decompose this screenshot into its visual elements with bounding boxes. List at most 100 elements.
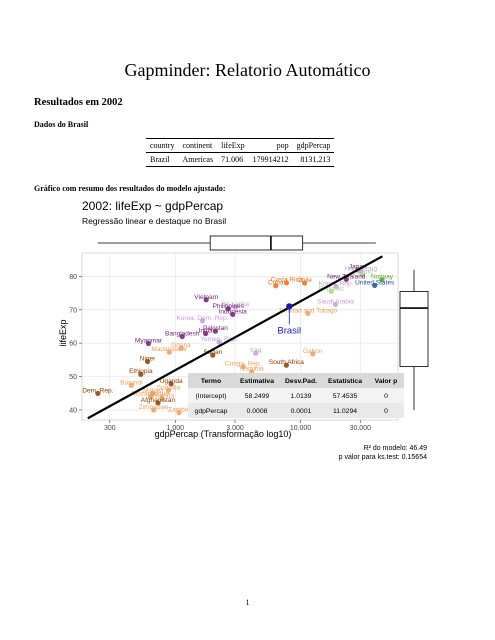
point-label: Pakistan: [203, 325, 228, 332]
point-label: Niger: [140, 356, 156, 363]
regression-table-cell: gdpPercap: [195, 408, 228, 415]
regression-table-cell: 57.4535: [333, 393, 358, 400]
regression-table-cell: (Intercept): [196, 393, 227, 400]
point-label: Ghana: [171, 342, 191, 349]
header-country: country: [150, 141, 175, 150]
point-label: United States: [355, 279, 395, 286]
data-point: [359, 272, 365, 278]
data-point: [168, 381, 174, 387]
data-point: [372, 282, 378, 288]
point-label: Indonesia: [219, 308, 248, 315]
data-point: [165, 387, 172, 393]
data-point: [147, 394, 154, 400]
data-point: [128, 382, 134, 388]
data-point: [159, 396, 165, 402]
scatter-plot: 2002: lifeExp ~ gdpPercap Regressão line…: [58, 199, 429, 461]
regression-table-cell: 11.0294: [333, 408, 357, 415]
header-lifeexp: lifeExp: [221, 141, 245, 150]
point-label: Bangladesh: [165, 331, 200, 338]
regression-table: Termo (Intercept) gdpPercap Estimativa 58.24…: [188, 373, 404, 418]
data-point: [95, 390, 101, 397]
point-label: India: [199, 327, 213, 334]
point-label: Vietnam: [194, 294, 218, 301]
brazil-label: Brasil: [277, 325, 301, 336]
point-label: Sri Lanka: [222, 301, 250, 308]
regression-table-cell: 0.0008: [247, 408, 268, 415]
data-point: [283, 280, 290, 286]
y-axis: 40 50 60 70 80: [69, 274, 82, 414]
point-label: Burundi: [120, 379, 142, 386]
gdp-boxplot: [97, 235, 376, 251]
data-point: [333, 283, 339, 289]
data-point: [232, 304, 238, 310]
regression-table-header-bg: [188, 373, 404, 388]
x-tick-label: 10.000: [290, 425, 312, 432]
brazil-point: [286, 303, 293, 310]
regression-table-header: Desv.Pad.: [285, 378, 317, 385]
y-tick-label: 60: [69, 341, 77, 348]
data-point: [166, 349, 172, 355]
point-label: Japan: [349, 264, 367, 271]
x-axis-label: gdpPercap (Transformação log10): [155, 429, 292, 439]
data-point: [379, 277, 385, 283]
figure-caption: Gráfico com resumo dos resultados do mod…: [34, 184, 226, 193]
point-label: Myanmar: [135, 338, 163, 345]
regression-table-header: Estimativa: [240, 378, 274, 385]
table-row: [188, 403, 404, 418]
data-point: [151, 407, 157, 413]
point-label: Afghanistan: [141, 397, 176, 404]
data-point: [144, 358, 151, 365]
header-gdppercap: gdpPercap: [296, 141, 331, 150]
brazil-highlight: Brasil: [277, 303, 301, 336]
point-label: Namibia: [240, 366, 264, 373]
y-axis-label: lifeExp: [58, 319, 68, 346]
data-point: [179, 333, 185, 340]
ks-test-annotation: p valor para ks.test: 0.15654: [339, 454, 427, 461]
data-point: [203, 297, 209, 303]
point-label: Chile: [297, 277, 312, 284]
lifeexp-boxplot: [399, 269, 429, 410]
point-label: Dem. Rep.: [82, 387, 113, 394]
data-point: [230, 311, 236, 318]
point-label: Saudi Arabia: [317, 298, 354, 305]
data-point: [155, 400, 161, 406]
regression-table-header: Termo: [201, 378, 221, 385]
y-tick-label: 40: [69, 407, 77, 414]
point-label: Ethiopia: [129, 368, 153, 375]
point-label: Congo, Rep.: [225, 361, 262, 368]
data-point: [178, 345, 184, 351]
data-point: [225, 306, 231, 312]
regression-table-cell: 58.2499: [245, 393, 270, 400]
document-title: Gapminder: Relatorio Automático: [124, 60, 371, 80]
chart-title: 2002: lifeExp ~ gdpPercap: [82, 199, 223, 213]
data-point: [138, 371, 144, 377]
point-label: Rwanda: [150, 393, 174, 400]
data-point: [302, 280, 308, 286]
data-point: [216, 339, 222, 345]
y-tick-label: 70: [69, 307, 77, 314]
point-label: Philippines: [213, 303, 245, 310]
regression-table-cell: 0.0001: [291, 408, 312, 415]
data-point: [199, 318, 206, 324]
point-label: Trinidad and Tobago: [278, 307, 337, 314]
data-point: [145, 340, 152, 347]
header-pop: pop: [276, 141, 289, 150]
subsection-heading: Dados do Brasil: [34, 120, 89, 129]
point-label: Uganda: [160, 378, 183, 385]
x-tick-label: 3.000: [226, 425, 244, 432]
table-row: [188, 388, 404, 403]
table-header-row: country continent lifeExp pop gdpPercap: [146, 138, 335, 153]
cell-pop: 179914212: [252, 155, 289, 164]
point-label: Cuba: [268, 280, 284, 287]
point-label: Iraq: [250, 347, 262, 354]
cell-country: Brazil: [150, 155, 170, 164]
data-point: [283, 362, 289, 368]
point-label: Malawi: [143, 387, 163, 394]
section-heading: Resultados em 2002: [34, 97, 123, 108]
data-point: [176, 410, 182, 416]
point-label: Madagascar: [151, 346, 188, 353]
cell-lifeexp: 71.006: [221, 155, 244, 164]
regression-table-cell: 0: [384, 393, 388, 400]
y-tick-label: 80: [69, 274, 77, 281]
gdp-box: [209, 235, 304, 251]
